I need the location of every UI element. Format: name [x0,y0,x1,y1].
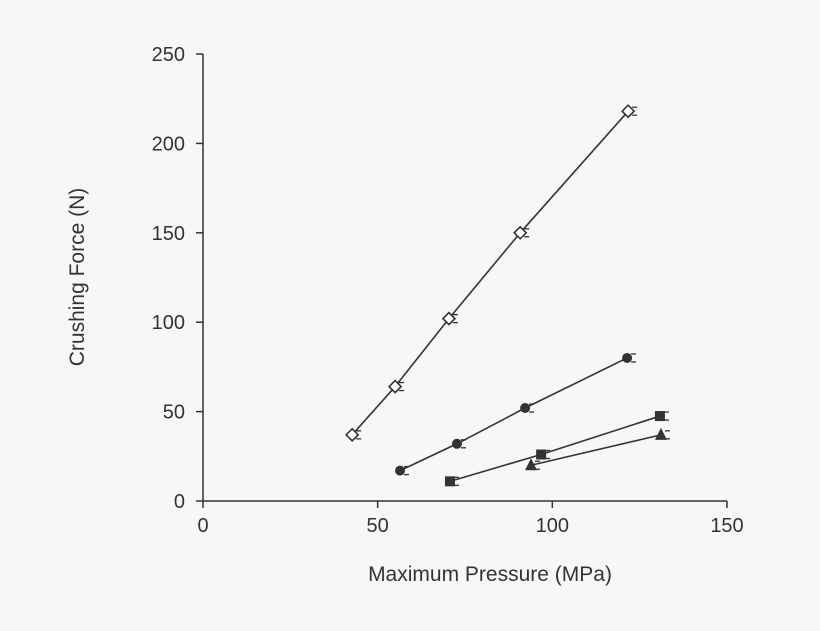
data-point-diamond [513,225,528,240]
series-open-diamond [345,104,638,442]
y-axis-label: Crushing Force (N) [66,188,89,367]
data-point-diamond [388,379,403,394]
series-line [399,357,628,472]
x-tick-label: 150 [710,515,743,537]
series-filled-square [444,411,669,487]
data-point-diamond [621,104,636,119]
axes: 0 50 100 150 0 50 100 150 200 250 [152,44,744,537]
data-point-square [536,449,547,460]
series-line [449,415,661,483]
x-tick-label: 50 [367,515,389,537]
y-tick-label: 50 [163,402,185,424]
data-point-triangle [525,458,538,471]
y-tick-label: 100 [152,312,185,334]
x-tick-label: 100 [536,515,569,537]
data-point-circle [520,403,531,414]
data-point-triangle [654,427,667,440]
data-point-square [444,476,455,487]
series-filled-circle [395,352,637,476]
data-point-diamond [345,427,360,442]
y-tick-label: 150 [152,223,185,245]
y-tick-label: 250 [152,44,185,66]
data-point-diamond [441,311,457,326]
data-point-circle [622,352,633,363]
data-point-circle [395,465,406,476]
series-layer [345,104,670,487]
series-filled-triangle [525,427,670,471]
data-point-circle [451,438,462,449]
y-tick-label: 200 [152,133,185,155]
x-axis-label: Maximum Pressure (MPa) [368,563,612,586]
x-tick-label: 0 [197,515,208,537]
series-line [530,434,662,467]
data-point-square [654,411,665,422]
y-tick-label: 0 [174,491,185,513]
